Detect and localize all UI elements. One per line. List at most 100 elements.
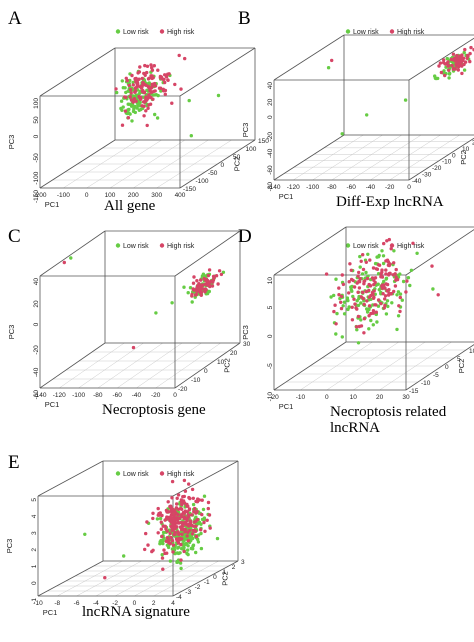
data-point-high-risk [166, 78, 170, 83]
data-point-high-risk [349, 268, 353, 272]
data-point-high-risk [170, 496, 174, 500]
data-point-high-risk [370, 290, 375, 295]
data-point-high-risk [168, 531, 172, 536]
z-tick-label: -50 [33, 153, 40, 163]
data-point-high-risk [150, 66, 154, 70]
legend: Low risk High risk [345, 29, 425, 36]
data-point-high-risk [165, 536, 170, 540]
data-point-low-risk [175, 560, 179, 564]
data-point-high-risk [127, 83, 131, 88]
data-point-high-risk [114, 87, 118, 91]
data-point-high-risk [455, 56, 459, 61]
data-point-low-risk [120, 108, 124, 113]
plot-box [273, 226, 474, 391]
grid-line [370, 134, 441, 181]
data-point-high-risk [376, 263, 381, 267]
plot-box [39, 47, 256, 189]
x-tick-label: 4 [171, 600, 175, 607]
data-point-high-risk [379, 275, 383, 279]
data-point-high-risk [373, 303, 377, 307]
data-point-low-risk [392, 249, 396, 253]
data-point-high-risk [451, 52, 456, 56]
y-tick-label: -20 [432, 165, 442, 172]
y-axis-label: PC2 [221, 571, 230, 586]
box-edge [39, 230, 106, 277]
data-point-high-risk [365, 299, 369, 303]
data-point-high-risk [179, 87, 183, 91]
x-tick-label: 2 [152, 600, 156, 607]
data-point-high-risk [469, 45, 473, 50]
data-point-low-risk [161, 541, 165, 546]
data-point-high-risk [210, 284, 215, 288]
data-point-high-risk [176, 541, 181, 545]
data-point-low-risk [178, 551, 182, 555]
data-point-high-risk [186, 539, 190, 543]
x-tick-label: -20 [151, 392, 161, 399]
data-point-high-risk [208, 526, 212, 530]
data-point-low-risk [403, 98, 408, 102]
data-point-high-risk [123, 109, 128, 113]
grid-line [76, 560, 142, 597]
data-point-low-risk [462, 50, 466, 55]
data-point-high-risk [379, 301, 383, 306]
x-tick-label: -20 [385, 184, 395, 191]
y-tick-label: 0 [213, 574, 217, 581]
data-point-low-risk [365, 113, 369, 117]
floor-grid [273, 341, 474, 391]
panel-caption: Diff-Exp lncRNA [336, 194, 444, 210]
data-point-high-risk [356, 314, 361, 319]
data-point-high-risk [200, 512, 204, 517]
data-point-high-risk [199, 278, 203, 282]
data-point-low-risk [187, 98, 191, 103]
data-point-high-risk [206, 506, 210, 511]
data-point-high-risk [395, 277, 400, 282]
data-point-high-risk [347, 280, 351, 284]
data-point-high-risk [392, 261, 396, 265]
data-point-high-risk [367, 288, 371, 293]
data-point-low-risk [159, 89, 163, 93]
data-point-low-risk [376, 304, 381, 308]
data-point-high-risk [172, 514, 176, 518]
data-point-high-risk [367, 314, 371, 318]
y-tick-label: -20 [178, 386, 188, 393]
panel-caption: lncRNA signature [82, 604, 190, 620]
data-point-low-risk [202, 494, 207, 498]
grid-line [331, 134, 402, 181]
data-point-low-risk [415, 251, 419, 255]
data-point-high-risk [352, 297, 356, 301]
x-tick-label: -60 [112, 392, 122, 399]
z-tick-label: 2 [31, 548, 38, 552]
x-tick-label: 0 [407, 184, 411, 191]
data-point-low-risk [332, 293, 336, 298]
data-point-high-risk [168, 541, 172, 546]
z-tick-label: -80 [267, 182, 274, 192]
data-point-high-risk [411, 241, 415, 245]
data-point-low-risk [350, 289, 354, 293]
data-point-low-risk [127, 107, 131, 112]
data-point-high-risk [386, 263, 391, 267]
data-point-high-risk [187, 507, 192, 511]
data-point-high-risk [373, 276, 378, 280]
data-point-high-risk [216, 282, 220, 286]
data-point-high-risk [163, 88, 168, 93]
data-point-high-risk [128, 87, 133, 92]
data-point-high-risk [159, 527, 163, 531]
box-edge [405, 229, 474, 276]
y-tick-label: 1 [222, 569, 226, 576]
x-tick-label: -140 [33, 392, 46, 399]
data-point-high-risk [170, 538, 175, 543]
data-point-low-risk [365, 310, 370, 314]
data-point-high-risk [350, 305, 354, 309]
data-point-low-risk [207, 289, 211, 294]
data-point-low-risk [182, 545, 186, 550]
data-point-high-risk [371, 309, 376, 313]
z-axis-label: PC3 [5, 539, 14, 554]
data-point-high-risk [120, 123, 125, 127]
data-point-high-risk [180, 507, 184, 511]
data-point-high-risk [192, 510, 196, 514]
data-point-high-risk [392, 289, 396, 294]
grid-line [134, 560, 200, 597]
box-edge [39, 47, 116, 97]
legend-label-low: Low risk [353, 243, 379, 250]
data-point-high-risk [146, 543, 150, 547]
